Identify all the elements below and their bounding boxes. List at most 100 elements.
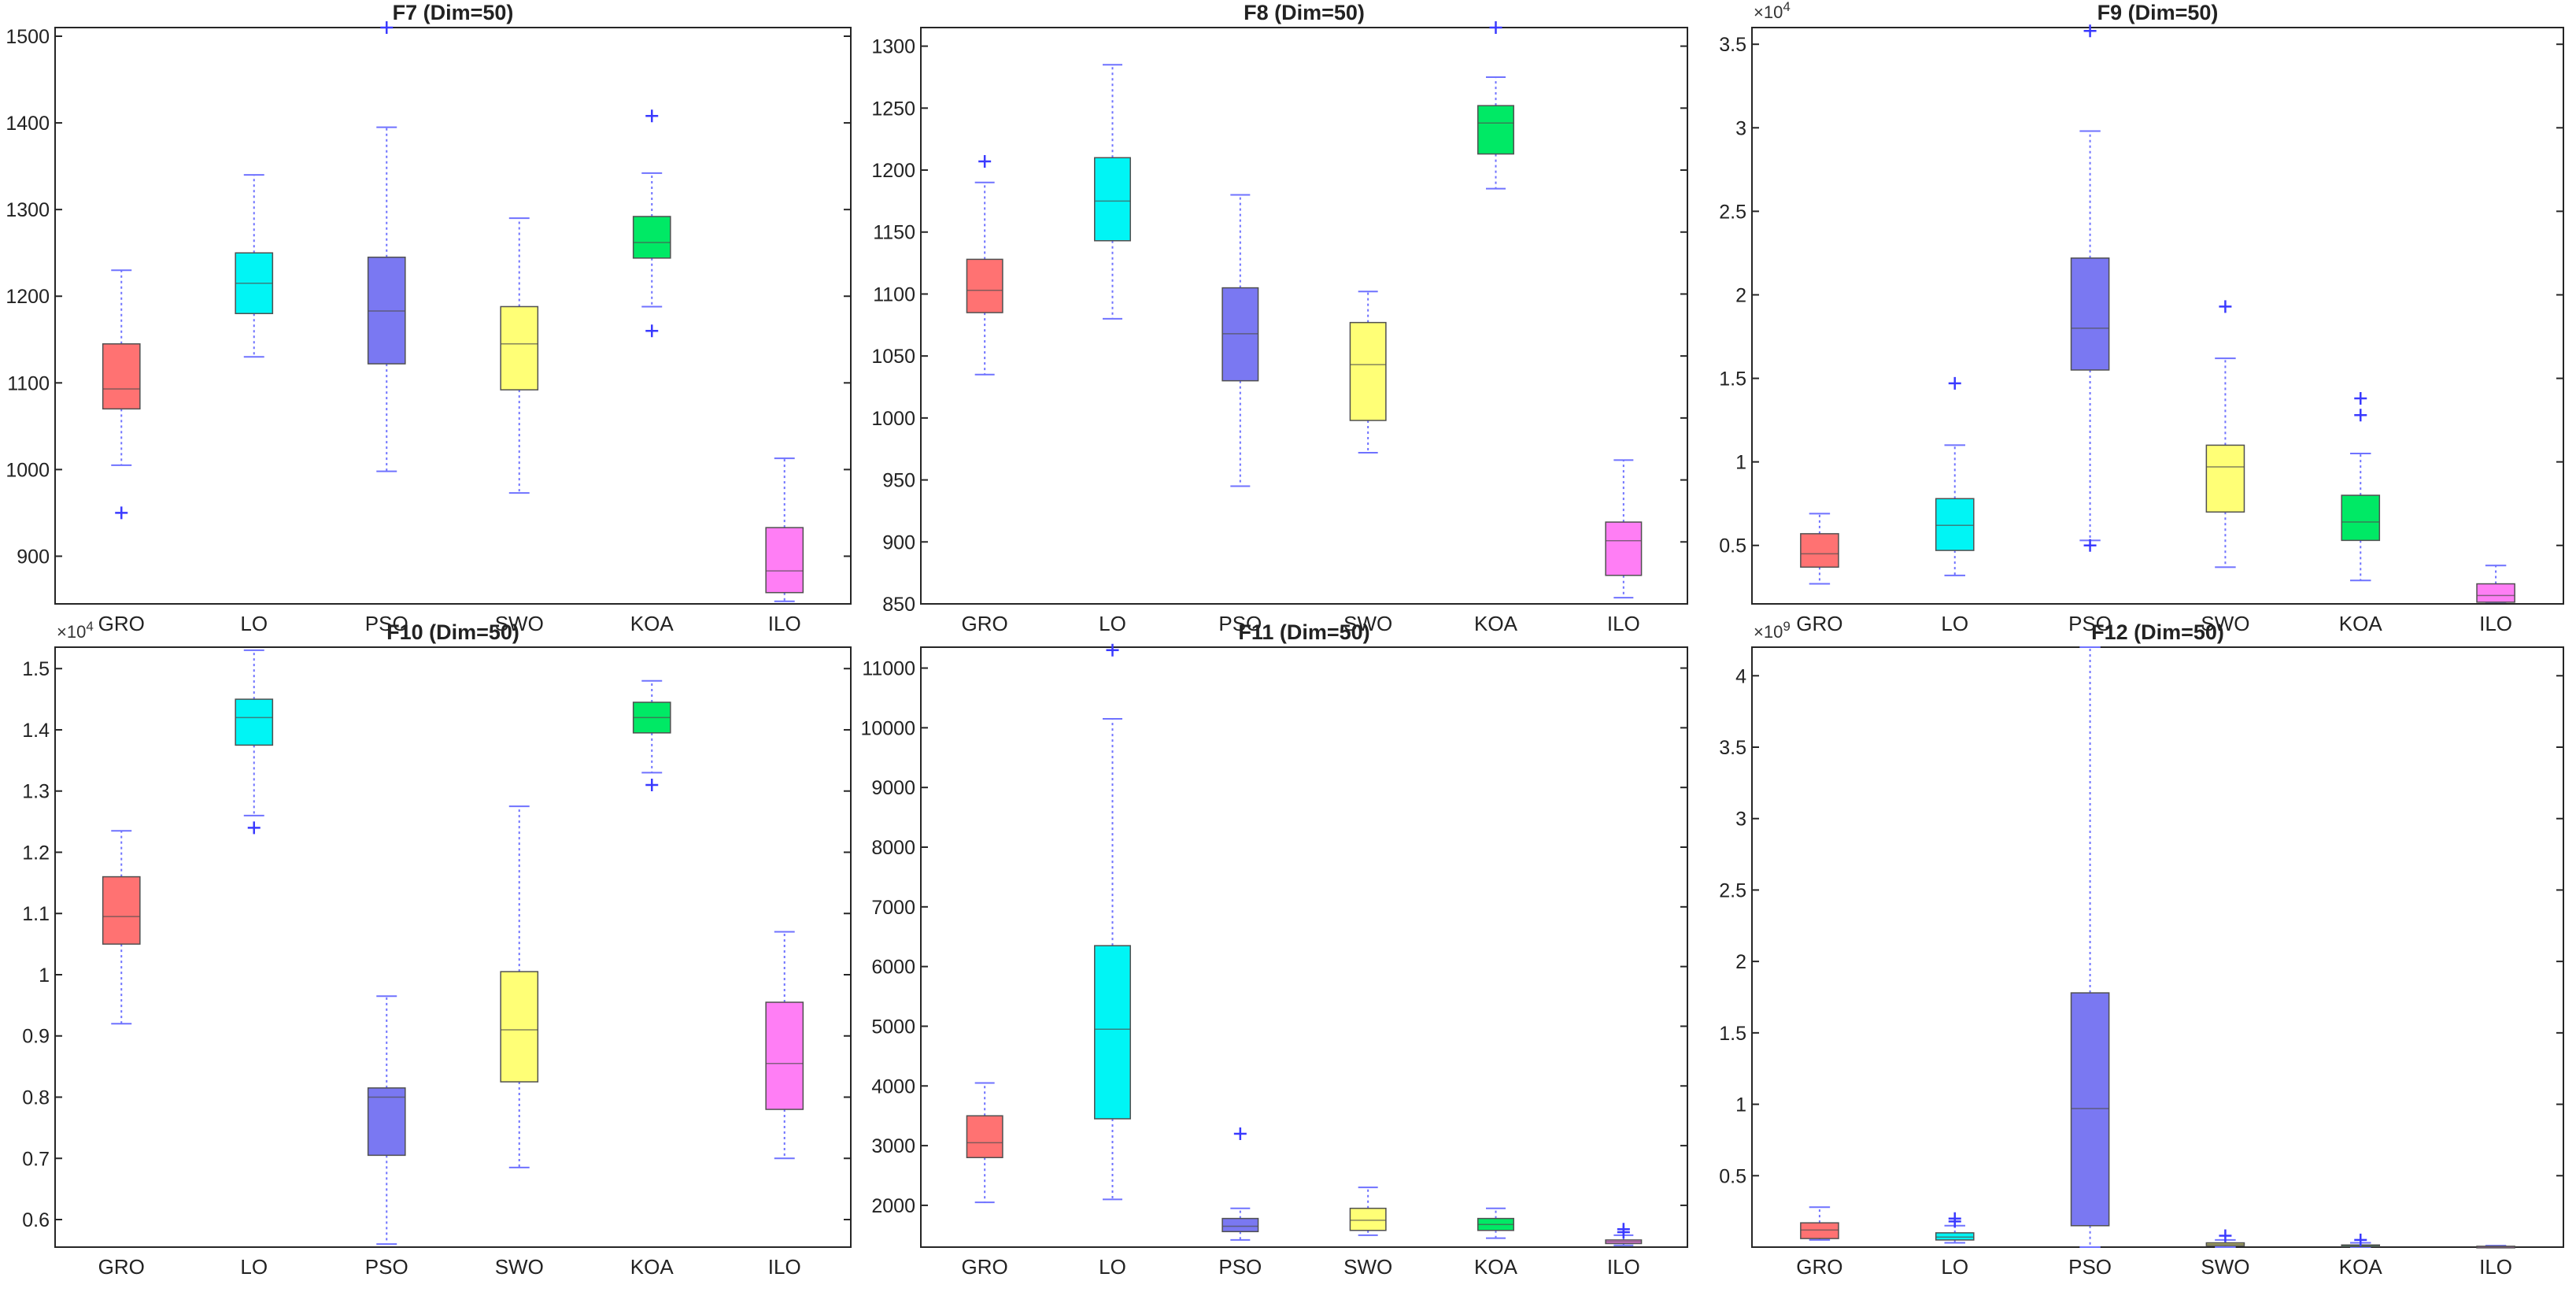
box-iqr — [966, 258, 1003, 313]
box-SWO — [1349, 1186, 1387, 1236]
axes-frame — [1751, 646, 2564, 1248]
x-tick-label: KOA — [630, 1255, 674, 1279]
axis-exponent-label: ×109 — [1754, 619, 1791, 642]
y-tick-label: 1 — [1735, 452, 1746, 474]
y-tick-label: 3 — [1735, 809, 1746, 831]
chart-title: F8 (Dim=50) — [1244, 1, 1365, 24]
x-tick-label: LO — [240, 1255, 268, 1279]
box-iqr — [367, 1087, 406, 1157]
x-tick-label: SWO — [1343, 612, 1392, 635]
outlier-marker — [1106, 643, 1119, 657]
y-tick-label: 1100 — [7, 372, 50, 394]
y-tick-label: 4000 — [871, 1075, 915, 1098]
exponent-power: 9 — [1783, 619, 1790, 634]
axes-frame — [54, 646, 852, 1248]
box-iqr — [500, 305, 539, 391]
box-iqr — [1935, 1232, 1975, 1241]
y-tick-label: 1.2 — [22, 842, 50, 864]
outlier-marker — [2219, 1229, 2232, 1242]
box-LO — [1094, 643, 1131, 1201]
box-PSO — [1221, 1127, 1259, 1241]
box-PSO — [367, 21, 406, 472]
y-tick-label: 2 — [1735, 951, 1746, 973]
y-tick-label: 2000 — [871, 1195, 915, 1217]
outlier-marker — [645, 324, 659, 338]
box-LO — [1094, 64, 1131, 320]
y-tick-label: 1 — [1735, 1094, 1746, 1116]
x-tick-label: SWO — [495, 612, 544, 635]
box-iqr — [1221, 1217, 1259, 1233]
chart-panel-1: F7 (Dim=50) 900 1000 1100 1200 1300 1400 1500 GR… — [6, 1, 852, 635]
x-tick-label: LO — [1941, 612, 1968, 635]
axis-exponent-label: ×104 — [1754, 0, 1791, 22]
exponent-base: ×10 — [1754, 2, 1783, 22]
y-tick-label: 3.5 — [1719, 737, 1746, 759]
y-tick-label: 850 — [882, 594, 915, 616]
box-iqr — [1800, 533, 1839, 568]
chart-title: F7 (Dim=50) — [393, 1, 514, 24]
outlier-marker — [1948, 1212, 1961, 1225]
box-iqr — [1935, 498, 1975, 551]
box-KOA — [632, 109, 671, 338]
box-ILO — [2476, 1245, 2515, 1249]
y-tick-label: 950 — [882, 470, 915, 492]
x-tick-label: ILO — [1607, 612, 1640, 635]
box-SWO — [2205, 1229, 2245, 1248]
y-tick-label: 5000 — [871, 1016, 915, 1038]
x-tick-label: GRO — [1796, 1255, 1842, 1279]
x-tick-label: LO — [1941, 1255, 1968, 1279]
x-tick-label: GRO — [98, 1255, 145, 1279]
box-LO — [235, 174, 274, 358]
exponent-power: 4 — [1783, 0, 1790, 14]
y-tick-label: 1200 — [6, 286, 50, 308]
y-tick-label: 1400 — [6, 113, 50, 135]
box-iqr — [966, 1115, 1003, 1159]
x-tick-label: ILO — [2479, 612, 2512, 635]
chart-panel-4: F10 (Dim=50) ×104 0.6 0.7 0.8 0.9 1 1.1 1.2 1.3 1.… — [22, 619, 852, 1279]
axes-frame — [920, 646, 1688, 1248]
chart-panel-5: F11 (Dim=50) 2000 3000 4000 5000 6000 7000 8000… — [860, 620, 1688, 1279]
y-tick-label: 1050 — [871, 346, 915, 368]
y-tick-label: 1150 — [873, 222, 915, 244]
y-tick-label: 4 — [1735, 665, 1746, 687]
box-ILO — [1605, 459, 1643, 599]
outlier-marker — [2219, 300, 2232, 313]
outlier-marker — [645, 778, 659, 791]
box-iqr — [1605, 521, 1643, 576]
box-iqr — [2205, 444, 2245, 513]
x-tick-label: PSO — [2068, 1255, 2112, 1279]
box-ILO — [2476, 565, 2515, 603]
y-tick-label: 1.5 — [1719, 1023, 1746, 1045]
x-tick-label: LO — [1099, 612, 1126, 635]
axes-frame — [54, 27, 852, 605]
box-GRO — [1800, 513, 1839, 585]
box-GRO — [1800, 1206, 1839, 1241]
y-tick-label: 1.3 — [22, 781, 50, 803]
outlier-marker — [645, 109, 659, 123]
x-tick-label: ILO — [768, 1255, 801, 1279]
y-tick-label: 1.5 — [22, 658, 50, 680]
outlier-marker — [978, 155, 992, 168]
x-tick-label: SWO — [2201, 1255, 2249, 1279]
outlier-marker — [1233, 1127, 1247, 1140]
x-tick-label: PSO — [365, 612, 408, 635]
box-iqr — [2341, 494, 2381, 542]
y-tick-label: 900 — [882, 531, 915, 553]
outlier-marker — [2083, 539, 2097, 552]
box-iqr — [235, 698, 274, 746]
x-tick-label: GRO — [98, 612, 145, 635]
x-tick-label: LO — [240, 612, 268, 635]
y-tick-label: 2 — [1735, 284, 1746, 306]
box-KOA — [1477, 1207, 1514, 1239]
y-tick-label: 9000 — [871, 777, 915, 799]
x-tick-label: PSO — [365, 1255, 408, 1279]
box-SWO — [500, 805, 539, 1168]
x-tick-label: KOA — [1474, 612, 1518, 635]
y-tick-label: 8000 — [871, 837, 915, 859]
box-iqr — [1349, 1207, 1387, 1231]
axes-frame — [1751, 27, 2564, 605]
x-tick-label: KOA — [1474, 1255, 1518, 1279]
exponent-base: ×10 — [57, 622, 86, 642]
box-iqr — [102, 876, 141, 945]
